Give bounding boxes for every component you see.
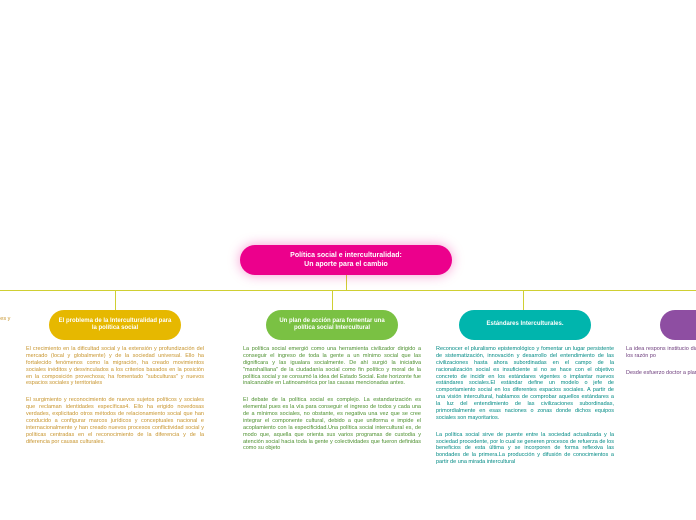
branch-header[interactable]: El problema de la Interculturalidad para… [49, 310, 181, 340]
branch-partial-right: El sist social La idea respons instituci… [620, 310, 696, 387]
branch-body: Reconocer el pluralismo epistemológico y… [430, 346, 620, 466]
connector-v-1 [115, 290, 116, 310]
branch-header[interactable]: Estándares Interculturales. [459, 310, 591, 340]
root-title-line2: Un aporte para el cambio [290, 260, 402, 269]
branch-body: La idea respons institucio diálogo para … [620, 346, 696, 377]
connector-v-2 [332, 290, 333, 310]
branch-plan: Un plan de acción para fomentar una polí… [237, 310, 427, 462]
connector-root-stem [346, 275, 347, 290]
root-title-line1: Política social e interculturalidad: [290, 251, 402, 260]
branch-body: El crecimiento en la dificultad social y… [20, 346, 210, 445]
branch-estandares: Estándares Interculturales. Reconocer el… [430, 310, 620, 476]
branch-body: La política social emergió como una herr… [237, 346, 427, 452]
branch-header[interactable]: Un plan de acción para fomentar una polí… [266, 310, 398, 340]
branch-problema: El problema de la Interculturalidad para… [20, 310, 210, 455]
connector-v-3 [523, 290, 524, 310]
mindmap-canvas: Política social e interculturalidad: Un … [0, 0, 696, 520]
connector-horizontal [0, 290, 696, 291]
root-node[interactable]: Política social e interculturalidad: Un … [240, 245, 452, 275]
branch-header[interactable]: El sist social [660, 310, 696, 340]
